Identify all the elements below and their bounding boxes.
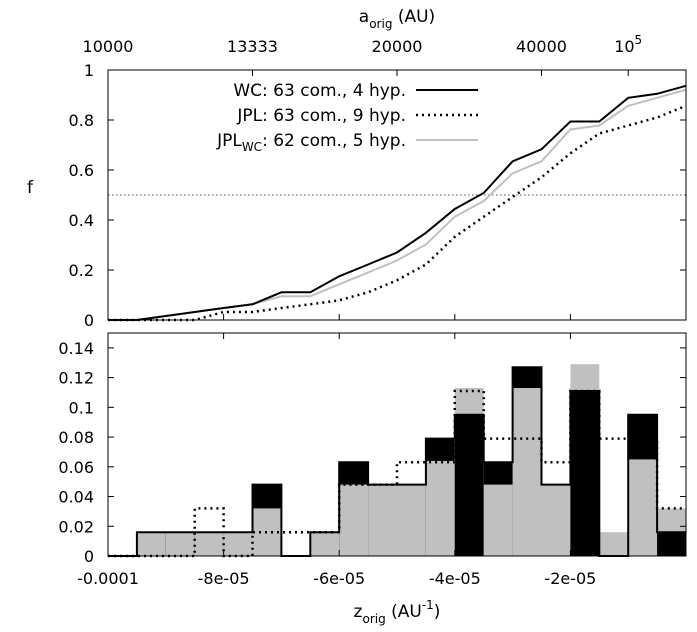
top-y-tick-label: 0.4 <box>69 211 94 230</box>
bottom-x-tick-label: -4e-05 <box>429 569 481 588</box>
jplwc-bar <box>397 484 426 556</box>
bottom-steps-layer <box>108 366 686 558</box>
legend: WC: 63 com., 4 hyp. JPL: 63 com., 9 hyp.… <box>216 81 478 154</box>
upper-axis-tick-label: 13333 <box>227 37 278 56</box>
bottom-y-tick-label: 0.04 <box>58 488 94 507</box>
jplwc-bar <box>223 532 253 556</box>
legend-label-jpl: JPL: 63 com., 9 hyp. <box>236 106 406 126</box>
bottom-bars-layer <box>136 364 686 556</box>
upper-axis-tick-label: 10000 <box>83 37 134 56</box>
top-y-tick-label: 0 <box>84 311 94 330</box>
bottom-y-tick-label: 0.12 <box>58 369 94 388</box>
wc-step-outline <box>108 366 686 557</box>
bottom-ticks-layer: 0 0.02 0.04 0.06 0.08 0.1 0.12 0.14 -0.0001 -8e-0… <box>58 333 686 588</box>
top-y-tick-label: 0.8 <box>69 111 94 130</box>
wc-bar <box>570 391 600 556</box>
bottom-y-tick-label: 0.02 <box>58 517 94 536</box>
wc-bar <box>454 414 484 556</box>
bottom-x-tick-label: -6e-05 <box>313 569 365 588</box>
top-axis-title: aorig (AU) <box>359 7 435 31</box>
legend-label-jplwc: JPLWC: 62 com., 5 hyp. <box>216 131 406 154</box>
jpl-step-outline <box>108 389 686 558</box>
bottom-y-tick-label: 0.1 <box>69 398 94 417</box>
top-y-tick-label: 0.6 <box>69 161 94 180</box>
bottom-y-tick-label: 0.08 <box>58 428 94 447</box>
upper-axis-tick-label: 20000 <box>372 37 423 56</box>
jplwc-bar <box>483 484 513 556</box>
jplwc-bar <box>425 460 455 556</box>
upper-axis-tick-label: 40000 <box>516 37 567 56</box>
jplwc-bar <box>541 484 571 556</box>
jplwc-bar <box>339 484 369 556</box>
bottom-plot-frame <box>107 332 687 557</box>
top-ticks-layer: 0 0.2 0.4 0.6 0.8 1 10000 13333 20000 40000 105 <box>69 33 686 330</box>
bottom-x-tick-label: -2e-05 <box>544 569 596 588</box>
bottom-y-tick-label: 0.06 <box>58 458 94 477</box>
cdf-line-wc <box>108 84 687 321</box>
top-y-tick-label: 0.2 <box>69 261 94 280</box>
bottom-x-axis-title: zorig (AU-1) <box>354 598 441 626</box>
top-y-axis-label: f <box>27 178 34 198</box>
bottom-y-tick-label: 0.14 <box>58 339 94 358</box>
upper-axis-tick-label: 105 <box>614 33 642 56</box>
jplwc-bar <box>165 532 195 556</box>
jplwc-bar <box>368 484 397 556</box>
jplwc-bar <box>628 459 658 556</box>
bottom-x-tick-label: -0.0001 <box>77 569 139 588</box>
wc-bar <box>657 532 686 556</box>
top-series-layer <box>108 84 687 322</box>
top-y-tick-label: 1 <box>84 61 94 80</box>
jplwc-bar <box>194 532 224 556</box>
bottom-panel: 0 0.02 0.04 0.06 0.08 0.1 0.12 0.14 -0.0001 -8e-0… <box>58 332 687 626</box>
jplwc-bar <box>512 388 542 556</box>
bottom-x-tick-label: -8e-05 <box>198 569 250 588</box>
top-panel: 0 0.2 0.4 0.6 0.8 1 10000 13333 20000 40000 105 ao… <box>27 7 687 330</box>
legend-label-wc: WC: 63 com., 4 hyp. <box>233 81 406 101</box>
bottom-y-tick-label: 0 <box>84 547 94 566</box>
jplwc-bar <box>599 532 629 556</box>
jplwc-bar <box>310 532 340 556</box>
jplwc-bar <box>136 532 166 556</box>
cdf-line-jpl <box>108 104 687 322</box>
